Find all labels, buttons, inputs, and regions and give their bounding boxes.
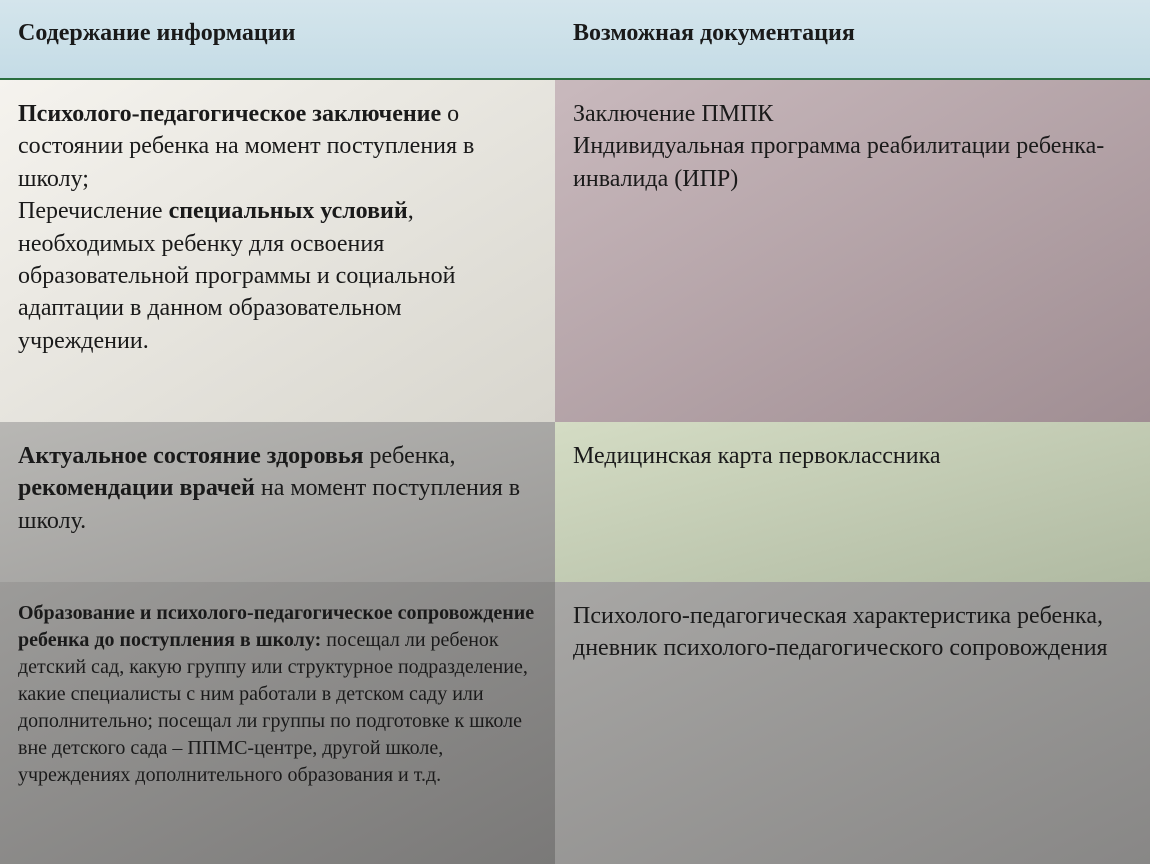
- table-header-row: Содержание информации Возможная документ…: [0, 0, 1150, 80]
- row3-documentation: Психолого-педагогическая характеристика …: [555, 582, 1150, 864]
- header-documentation: Возможная документация: [555, 0, 1150, 78]
- table-row: Актуальное состояние здоровья ребенка, р…: [0, 422, 1150, 582]
- row3-content: Образование и психолого-педагогическое с…: [0, 582, 555, 864]
- row1-documentation: Заключение ПМПКИндивидуальная программа …: [555, 80, 1150, 422]
- table-row: Образование и психолого-педагогическое с…: [0, 582, 1150, 864]
- row2-content: Актуальное состояние здоровья ребенка, р…: [0, 422, 555, 582]
- table-row: Психолого-педагогическое заключение о со…: [0, 80, 1150, 422]
- header-content-info: Содержание информации: [0, 0, 555, 78]
- row2-documentation: Медицинская карта первоклассника: [555, 422, 1150, 582]
- info-table: Содержание информации Возможная документ…: [0, 0, 1150, 864]
- row1-content: Психолого-педагогическое заключение о со…: [0, 80, 555, 422]
